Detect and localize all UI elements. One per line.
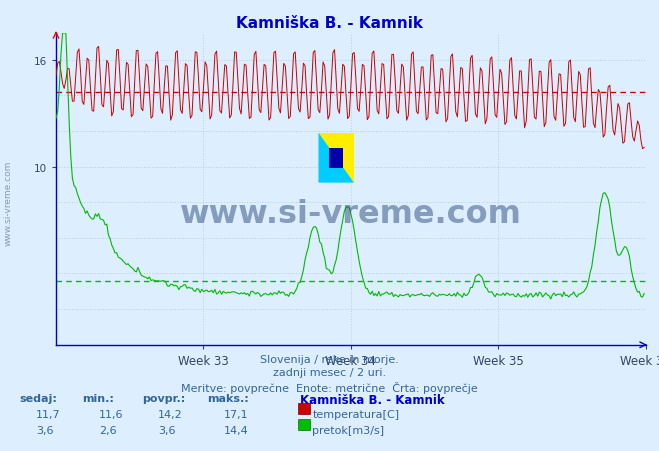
Text: pretok[m3/s]: pretok[m3/s]	[312, 425, 384, 435]
Text: Meritve: povprečne  Enote: metrične  Črta: povprečje: Meritve: povprečne Enote: metrične Črta:…	[181, 381, 478, 393]
Text: Kamniška B. - Kamnik: Kamniška B. - Kamnik	[236, 16, 423, 31]
Text: min.:: min.:	[82, 393, 114, 403]
Text: 3,6: 3,6	[158, 425, 176, 435]
Text: www.si-vreme.com: www.si-vreme.com	[3, 161, 13, 245]
Text: www.si-vreme.com: www.si-vreme.com	[180, 199, 522, 230]
Text: 11,7: 11,7	[36, 409, 61, 419]
Text: temperatura[C]: temperatura[C]	[312, 409, 399, 419]
Text: povpr.:: povpr.:	[142, 393, 185, 403]
Text: 2,6: 2,6	[99, 425, 117, 435]
Text: 14,4: 14,4	[224, 425, 249, 435]
Text: 14,2: 14,2	[158, 409, 183, 419]
Text: Slovenija / reke in morje.: Slovenija / reke in morje.	[260, 354, 399, 364]
Text: sedaj:: sedaj:	[20, 393, 57, 403]
Text: zadnji mesec / 2 uri.: zadnji mesec / 2 uri.	[273, 368, 386, 377]
Text: maks.:: maks.:	[208, 393, 249, 403]
Text: 17,1: 17,1	[224, 409, 248, 419]
Text: Kamniška B. - Kamnik: Kamniška B. - Kamnik	[300, 393, 444, 406]
Text: 11,6: 11,6	[99, 409, 123, 419]
Text: 3,6: 3,6	[36, 425, 54, 435]
